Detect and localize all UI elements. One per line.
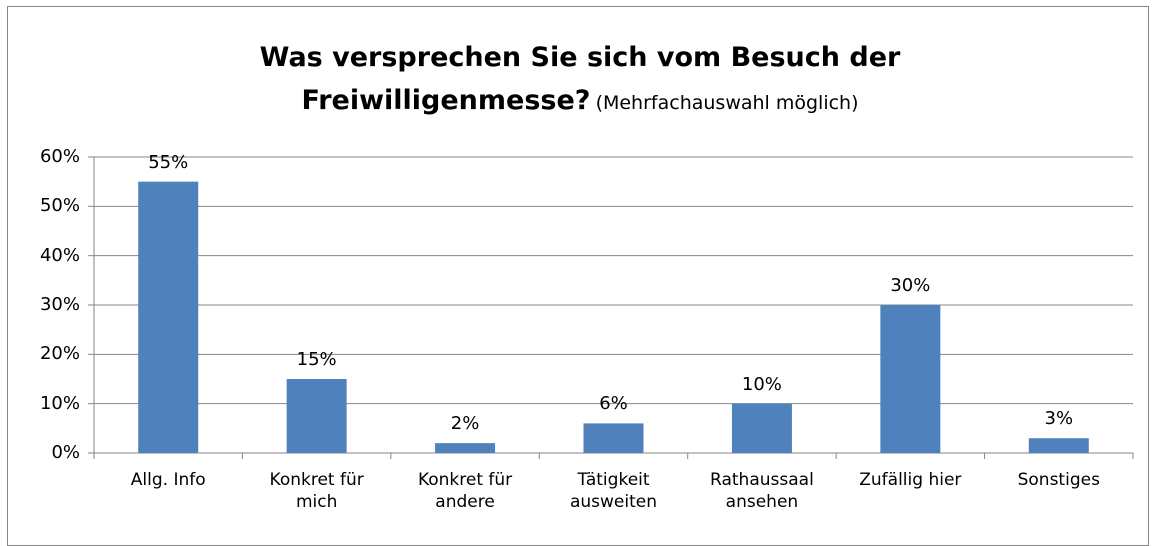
- y-tick-label: 40%: [39, 244, 80, 266]
- x-tick-label: Tätigkeit ausweiten: [569, 470, 658, 512]
- data-label: 15%: [296, 349, 337, 370]
- title-block: Was versprechen Sie sich vom Besuch der …: [230, 38, 930, 124]
- x-tick-label: Rathaussaal ansehen: [710, 470, 814, 512]
- y-tick-label: 60%: [39, 146, 80, 167]
- x-tick-label: Zufällig hier: [859, 470, 962, 490]
- data-label: 55%: [148, 151, 189, 173]
- chart-title: Was versprechen Sie sich vom Besuch der …: [259, 42, 901, 116]
- y-tick-label: 0%: [51, 442, 80, 463]
- data-label: 2%: [450, 413, 480, 435]
- y-tick-label: 20%: [39, 343, 80, 365]
- bar: [583, 423, 644, 453]
- x-tick-label: Allg. Info: [130, 470, 206, 490]
- bar: [880, 305, 941, 453]
- bar: [435, 443, 496, 453]
- data-label: 30%: [890, 275, 931, 296]
- y-tick-label: 30%: [39, 294, 80, 315]
- x-tick-label: Konkret für andere: [417, 470, 513, 512]
- y-tick-label: 50%: [39, 195, 80, 217]
- bar: [731, 403, 792, 453]
- data-label: 3%: [1044, 408, 1074, 430]
- bar: [1028, 438, 1089, 453]
- bar: [286, 379, 347, 453]
- x-tick-label: Konkret für mich: [269, 470, 364, 512]
- data-label: 6%: [599, 393, 628, 415]
- x-tick-label: Sonstiges: [1017, 470, 1100, 490]
- data-label: 10%: [741, 373, 782, 395]
- chart-subtitle: (Mehrfachauswahl möglich): [595, 92, 859, 114]
- bar: [138, 181, 199, 453]
- y-tick-label: 10%: [39, 392, 80, 414]
